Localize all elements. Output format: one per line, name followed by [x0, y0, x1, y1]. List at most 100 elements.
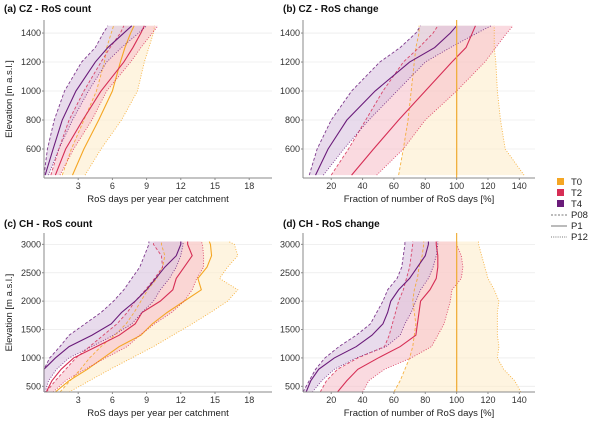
- legend-label: T0: [571, 177, 582, 188]
- line-t0-p12: [68, 241, 239, 393]
- x-tick-label: 120: [480, 395, 495, 405]
- x-tick-label: 12: [176, 181, 186, 191]
- x-axis-label: RoS days per year per catchment: [87, 408, 229, 419]
- line-t4-p1: [43, 241, 182, 392]
- panel-title: (b) CZ - RoS change: [283, 4, 379, 15]
- line-t4-p12: [44, 241, 184, 393]
- x-tick-label: 120: [480, 181, 495, 191]
- line-t4-p12: [312, 241, 439, 393]
- y-tick-label: 1000: [21, 86, 41, 96]
- x-axis-label: Fraction of number of RoS days [%]: [344, 408, 494, 419]
- legend-swatch-t0: [557, 178, 564, 185]
- y-tick-label: 3000: [280, 239, 300, 249]
- y-tick-label: 3000: [21, 239, 41, 249]
- y-tick-label: 600: [26, 144, 41, 154]
- band-t2: [331, 25, 514, 176]
- legend-label: P12: [571, 232, 588, 243]
- x-tick-label: 9: [144, 181, 149, 191]
- y-tick-label: 800: [285, 115, 300, 125]
- legend-swatch-t4: [557, 200, 564, 207]
- line-t2-p1: [351, 25, 476, 176]
- line-t4-p08: [308, 25, 421, 176]
- line-t0-p08: [393, 241, 425, 393]
- panel-title: (d) CH - RoS change: [283, 219, 380, 230]
- y-tick-label: 800: [26, 115, 41, 125]
- y-axis-label: Elevation [m a.s.l.]: [4, 60, 15, 138]
- line-t2-p1: [45, 241, 193, 393]
- x-tick-label: 20: [326, 181, 336, 191]
- line-t4-p1: [315, 25, 458, 176]
- y-tick-label: 1000: [21, 353, 41, 363]
- y-tick-label: 500: [285, 381, 300, 391]
- x-axis-label: Fraction of number of RoS days [%]: [344, 194, 494, 205]
- band-t4: [309, 25, 492, 176]
- y-tick-label: 1400: [280, 28, 300, 38]
- line-t4-p1: [305, 241, 429, 393]
- x-tick-label: 140: [512, 181, 527, 191]
- y-tick-label: 1400: [21, 28, 41, 38]
- panel-c: (c) CH - RoS count 500 1000 1500 2000 2500 300…: [4, 219, 272, 419]
- x-tick-label: 140: [512, 395, 527, 405]
- x-tick-label: 40: [358, 181, 368, 191]
- y-tick-label: 2500: [280, 268, 300, 278]
- line-t0-p12: [478, 241, 522, 393]
- line-t2-p1: [54, 25, 145, 176]
- line-t2-p12: [52, 241, 205, 393]
- x-tick-label: 15: [210, 181, 220, 191]
- x-tick-label: 60: [389, 181, 399, 191]
- y-tick-label: 1200: [21, 57, 41, 67]
- legend-label: P08: [571, 210, 588, 221]
- x-tick-label: 12: [176, 395, 186, 405]
- line-t4-p08: [43, 241, 150, 392]
- line-t4-p12: [323, 25, 492, 176]
- y-tick-label: 500: [26, 381, 41, 391]
- line-t2-p08: [50, 25, 125, 176]
- line-t0-p12: [84, 25, 156, 176]
- x-tick-label: 15: [210, 395, 220, 405]
- y-tick-label: 600: [285, 144, 300, 154]
- x-tick-label: 6: [110, 181, 115, 191]
- x-tick-label: 18: [244, 395, 254, 405]
- legend-swatch-t2: [557, 189, 564, 196]
- y-tick-label: 1000: [280, 353, 300, 363]
- line-t2-p12: [59, 25, 159, 176]
- y-tick-label: 2500: [21, 268, 41, 278]
- line-t0-p1: [71, 25, 135, 176]
- line-t0-p08: [61, 25, 114, 176]
- line-t2-p1: [337, 241, 439, 393]
- line-t0-p12: [493, 25, 525, 176]
- band-t2: [50, 25, 159, 176]
- x-tick-label: 3: [76, 181, 81, 191]
- line-t2-p12: [376, 25, 514, 176]
- panel-a: (a) CZ - RoS count 600 800 1000 1200 1400 3 6 9 1…: [4, 4, 272, 205]
- panel-b: (b) CZ - RoS change 600 800 1000 1200 1400 20 4…: [280, 4, 535, 205]
- x-axis-label: RoS days per year per catchment: [87, 194, 229, 205]
- line-t4-p1: [44, 25, 133, 176]
- panel-title: (a) CZ - RoS count: [4, 4, 92, 15]
- x-tick-label: 80: [420, 181, 430, 191]
- x-tick-label: 100: [449, 395, 464, 405]
- x-tick-label: 60: [389, 395, 399, 405]
- panel-title: (c) CH - RoS count: [4, 219, 93, 230]
- line-t0-p1: [55, 241, 213, 393]
- x-tick-label: 18: [244, 181, 254, 191]
- y-tick-label: 1200: [280, 57, 300, 67]
- line-t2-p12: [362, 241, 464, 393]
- line-t2-p08: [319, 241, 414, 393]
- y-tick-label: 2000: [280, 296, 300, 306]
- x-tick-label: 9: [144, 395, 149, 405]
- line-t4-p08: [302, 241, 406, 393]
- y-tick-label: 1500: [21, 325, 41, 335]
- line-t4-p12: [48, 25, 147, 176]
- x-tick-label: 80: [420, 395, 430, 405]
- y-tick-label: 2000: [21, 296, 41, 306]
- legend-label: T4: [571, 199, 582, 210]
- line-t0-p08: [398, 25, 420, 176]
- line-t4-p08: [43, 25, 109, 176]
- y-axis-label: Elevation [m a.s.l.]: [4, 274, 15, 352]
- x-tick-label: 6: [110, 395, 115, 405]
- band-t4: [44, 241, 184, 392]
- panel-d: (d) CH - RoS change 500 1000 1500 2000 2500 30…: [280, 219, 535, 419]
- x-tick-label: 100: [449, 181, 464, 191]
- y-tick-label: 1500: [280, 325, 300, 335]
